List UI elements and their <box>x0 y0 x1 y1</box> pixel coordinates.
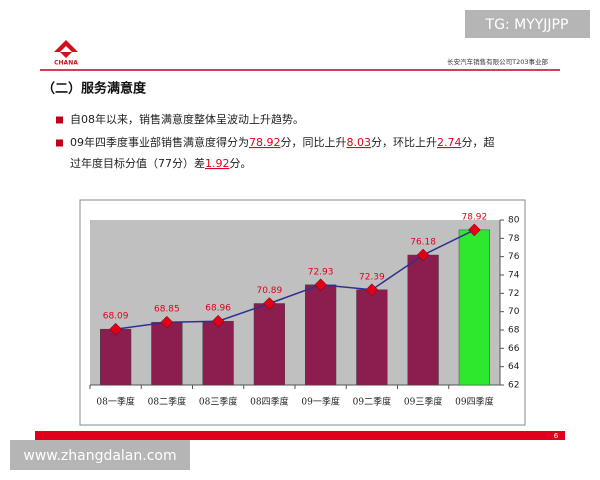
y-tick-label: 68 <box>508 326 520 336</box>
bullet-marker <box>56 116 63 124</box>
y-tick-label: 78 <box>508 234 520 244</box>
x-tick-label: 08二季度 <box>148 396 186 408</box>
bullet-marker <box>56 139 63 147</box>
x-tick-label: 09二季度 <box>353 396 391 408</box>
bullet-text: 过年度目标分值（77分）差1.92分。 <box>70 156 252 170</box>
logo-mark <box>54 40 78 58</box>
y-tick-label: 76 <box>508 252 520 262</box>
bar <box>407 254 439 386</box>
text-run: 分，环比上升 <box>371 136 437 149</box>
bar <box>305 284 337 386</box>
marker <box>160 315 174 329</box>
bar <box>151 321 183 386</box>
watermark: www.zhangdalan.com <box>23 448 176 464</box>
marker <box>211 314 225 328</box>
highlight-number: 78.92 <box>249 136 281 149</box>
text-run: 自08年以来，销售满意度整体呈波动上升趋势。 <box>70 112 304 126</box>
data-label: 72.93 <box>308 267 334 277</box>
marker <box>314 278 327 292</box>
data-label: 76.18 <box>410 238 436 248</box>
x-tick-label: 08四季度 <box>250 396 288 408</box>
highlight-number: 1.92 <box>205 157 230 170</box>
x-tick-label: 09四季度 <box>455 396 493 408</box>
company: 长安汽车销售有限公司T203事业部 <box>447 57 548 66</box>
text-run: 过年度目标分值（77分）差 <box>70 156 205 170</box>
watermark: TG: MYYJJPP <box>485 17 569 33</box>
bar <box>356 289 388 386</box>
data-label: 68.96 <box>205 304 231 314</box>
y-tick-label: 62 <box>508 381 519 391</box>
marker <box>263 297 276 310</box>
bar <box>100 328 132 386</box>
trend-line <box>115 229 475 330</box>
data-label: 78.92 <box>461 212 487 222</box>
bar <box>202 320 234 386</box>
text-run: 分，超 <box>462 135 495 149</box>
y-tick-label: 74 <box>508 271 520 281</box>
bullet-text: 09年四季度事业部销售满意度得分为78.92分，同比上升8.03分，环比上升2.… <box>70 135 495 149</box>
marker <box>468 223 481 237</box>
text-run: 09年四季度事业部销售满意度得分为 <box>70 135 249 149</box>
data-label: 68.85 <box>154 305 180 315</box>
text-run: 分，同比上升 <box>281 136 347 149</box>
watermark-box <box>465 10 590 38</box>
logo-text: CHANA <box>54 60 78 67</box>
x-tick-label: 09三季度 <box>404 396 442 408</box>
highlight-number: 2.74 <box>437 136 462 149</box>
marker <box>416 248 430 262</box>
marker <box>365 283 379 297</box>
bar <box>253 303 285 386</box>
y-tick-label: 72 <box>508 289 519 299</box>
footer-bar <box>35 431 565 440</box>
x-tick-label: 08三季度 <box>199 396 237 408</box>
marker <box>109 322 122 336</box>
bar <box>458 229 490 386</box>
bullet-text: 自08年以来，销售满意度整体呈波动上升趋势。 <box>70 112 304 126</box>
y-tick-label: 64 <box>508 362 520 372</box>
section-title: （二）服务满意度 <box>42 81 147 97</box>
data-label: 70.89 <box>256 286 282 296</box>
watermark-box <box>10 440 190 470</box>
x-tick-label: 08一季度 <box>96 396 134 408</box>
y-tick-label: 70 <box>508 307 520 317</box>
highlight-number: 8.03 <box>347 136 372 149</box>
data-label: 68.09 <box>103 312 129 322</box>
y-tick-label: 80 <box>508 216 520 226</box>
y-tick-label: 66 <box>508 344 520 354</box>
text-run: 分。 <box>230 157 252 170</box>
x-tick-label: 09一季度 <box>301 396 339 408</box>
data-label: 72.39 <box>359 272 385 282</box>
page-number: 6 <box>554 432 559 440</box>
